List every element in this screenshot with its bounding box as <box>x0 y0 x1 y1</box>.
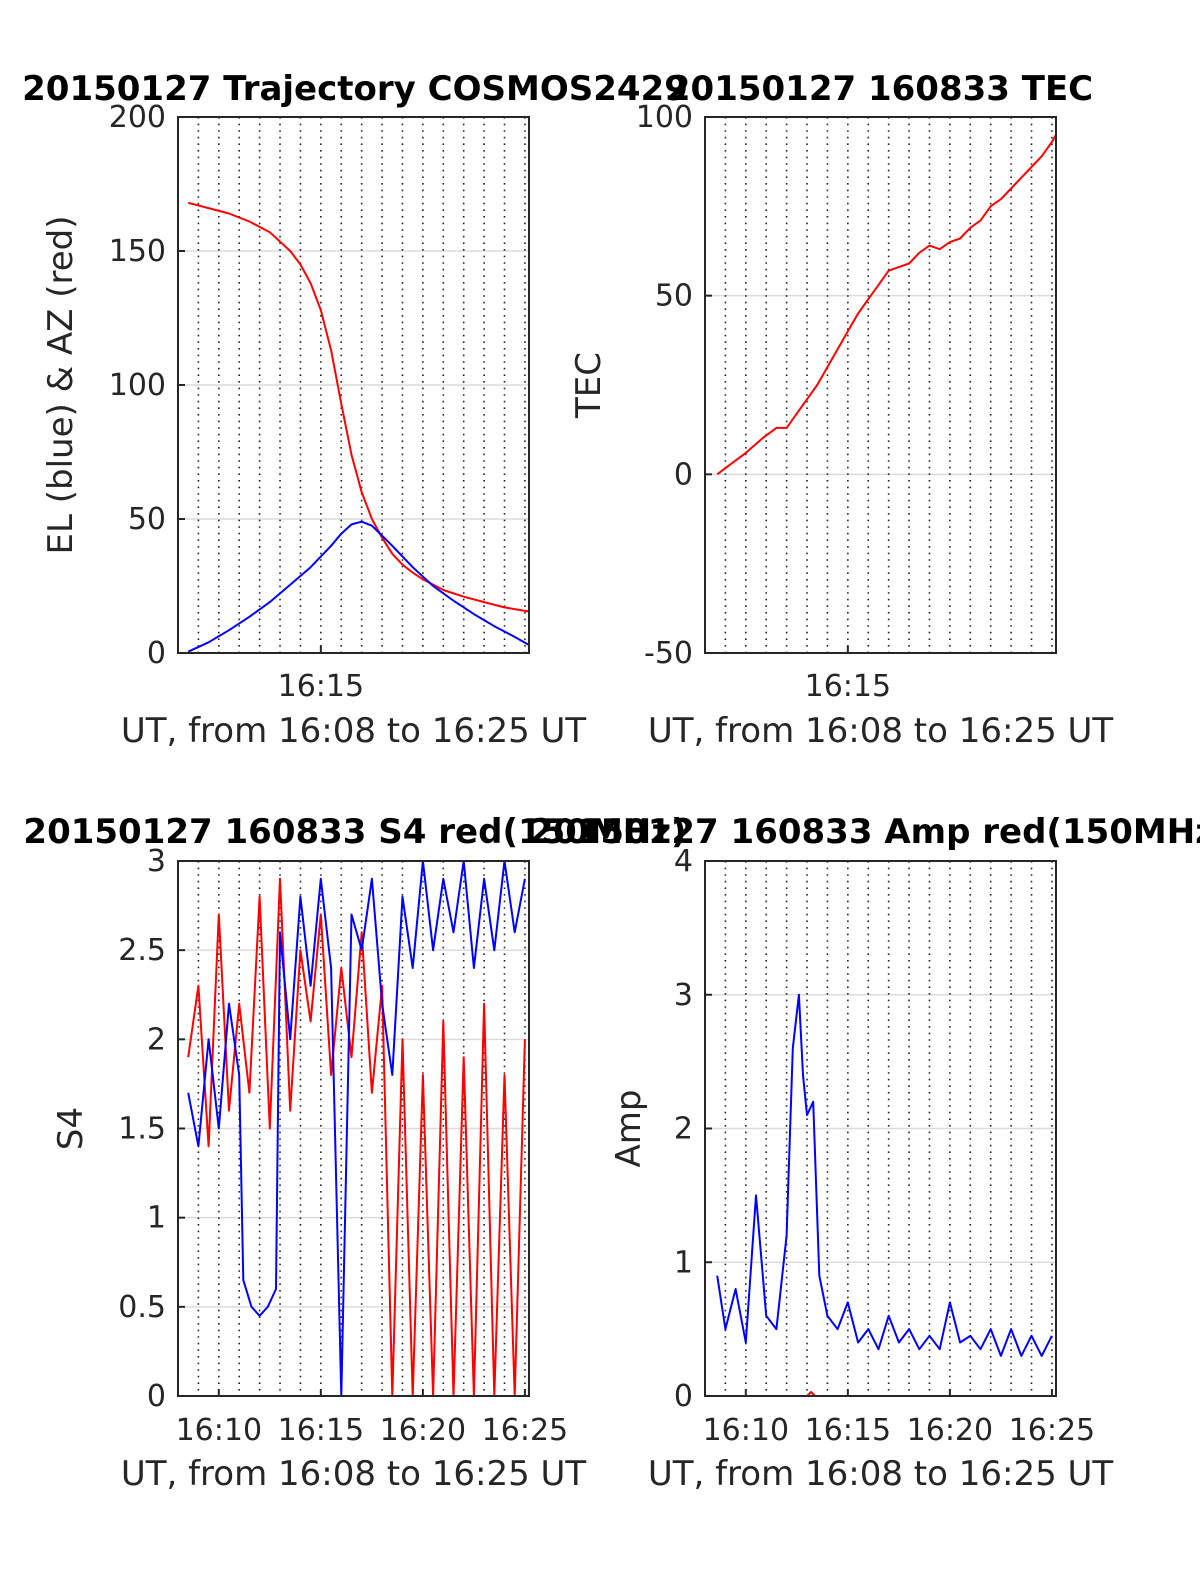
y-tick-label: 2 <box>147 1022 166 1057</box>
series-group <box>716 134 1056 476</box>
x-tick-label: 16:20 <box>907 1413 993 1448</box>
y-axis-label: Amp <box>609 1090 649 1168</box>
series-line-0 <box>806 1391 816 1396</box>
y-tick-label: 1 <box>147 1201 166 1236</box>
x-tick-label: 16:25 <box>482 1413 568 1448</box>
y-tick-label: 100 <box>636 100 693 135</box>
y-tick-label: -50 <box>644 636 693 671</box>
y-tick-label: 4 <box>674 844 693 879</box>
series-group <box>187 861 526 1396</box>
x-tick-label: 16:20 <box>380 1413 466 1448</box>
y-tick-label: 50 <box>655 279 693 314</box>
series-line-0 <box>187 201 529 613</box>
y-tick-label: 50 <box>128 502 166 537</box>
chart-title: 20150127 Trajectory COSMOS2429 <box>22 69 688 109</box>
y-axis-label: TEC <box>569 352 609 419</box>
series-line-0 <box>187 877 526 1396</box>
chart-s4: 0 0.5 1 1.5 2 2.5 3 16:10 16:15 16:20 16:25 2015012… <box>23 812 686 1494</box>
y-tick-label: 0 <box>674 1379 693 1414</box>
y-tick-label: 0 <box>147 636 166 671</box>
chart-trajectory: 0 50 100 150 200 16:15 20150127 Trajectory COS… <box>22 69 688 751</box>
y-axis-label: EL (blue) & AZ (red) <box>41 215 81 554</box>
y-axis-label: S4 <box>51 1107 91 1150</box>
series-line-1 <box>716 993 1053 1357</box>
series-line-1 <box>187 520 529 653</box>
series-group <box>716 993 1053 1396</box>
y-tick-label: 0.5 <box>118 1290 166 1325</box>
y-tick-label: 1.5 <box>118 1112 166 1147</box>
chart-amp: 0 1 2 3 4 16:10 16:15 16:20 16:25 20150127 160833… <box>529 812 1200 1494</box>
chart-title: 20150127 160833 Amp red(150MHz) <box>529 812 1200 852</box>
y-tick-label: 0 <box>147 1379 166 1414</box>
y-tick-label: 0 <box>674 457 693 492</box>
x-tick-label: 16:10 <box>703 1413 789 1448</box>
y-tick-label: 200 <box>109 100 166 135</box>
chart-tec: -50 0 50 100 16:15 20150127 160833 TEC UT, fro… <box>569 69 1113 751</box>
x-tick-label: 16:15 <box>278 1413 364 1448</box>
y-tick-label: 2.5 <box>118 933 166 968</box>
x-tick-label: 16:15 <box>805 1413 891 1448</box>
x-axis-label: UT, from 16:08 to 16:25 UT <box>648 1454 1114 1494</box>
series-line-0 <box>716 134 1056 476</box>
x-tick-label: 16:15 <box>278 669 364 704</box>
chart-title: 20150127 160833 TEC <box>667 69 1093 109</box>
y-tick-label: 150 <box>109 234 166 269</box>
series-line-1 <box>187 861 526 1396</box>
x-tick-label: 16:25 <box>1009 1413 1095 1448</box>
y-tick-label: 3 <box>674 978 693 1013</box>
x-tick-label: 16:10 <box>176 1413 262 1448</box>
x-axis-label: UT, from 16:08 to 16:25 UT <box>121 711 587 751</box>
y-tick-label: 3 <box>147 844 166 879</box>
y-tick-label: 1 <box>674 1245 693 1280</box>
y-tick-label: 100 <box>109 368 166 403</box>
x-tick-label: 16:15 <box>805 669 891 704</box>
x-axis-label: UT, from 16:08 to 16:25 UT <box>121 1454 587 1494</box>
axes-box <box>704 116 1057 654</box>
chart-title: 20150127 160833 S4 red(150MHz) <box>23 812 686 852</box>
x-axis-label: UT, from 16:08 to 16:25 UT <box>648 711 1114 751</box>
y-tick-label: 2 <box>674 1112 693 1147</box>
series-group <box>187 201 529 653</box>
